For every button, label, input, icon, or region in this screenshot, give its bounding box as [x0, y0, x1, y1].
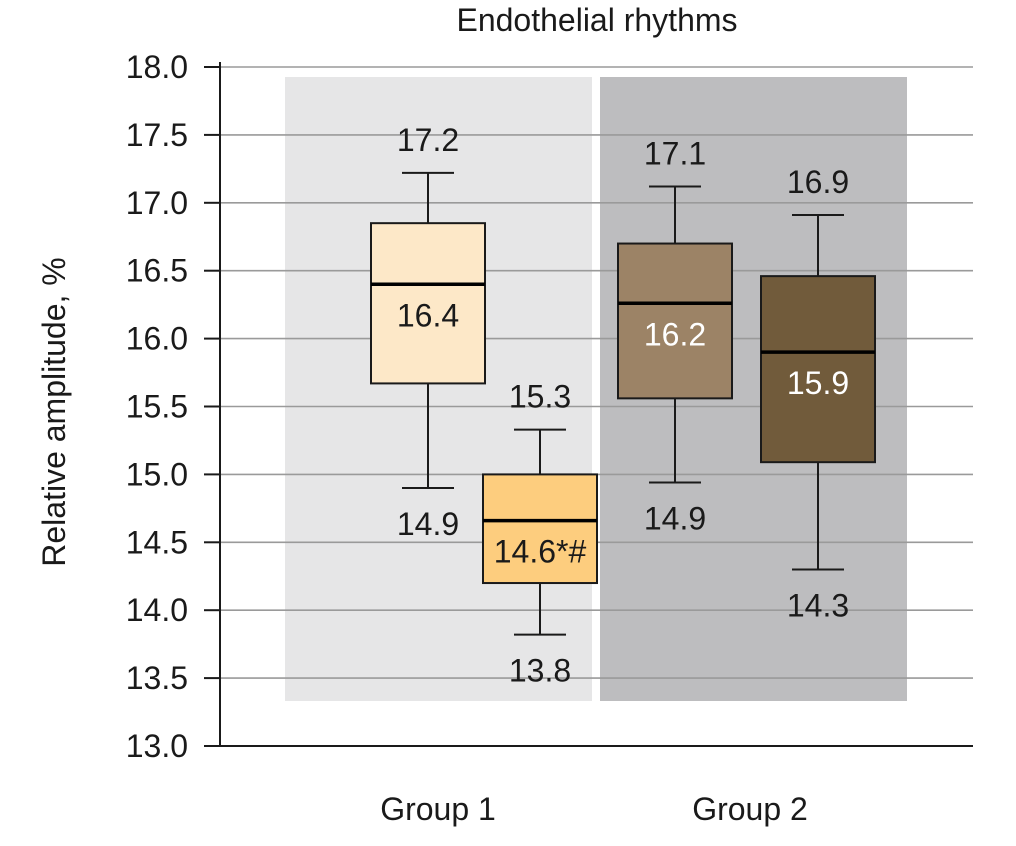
- min-value-label: 14.9: [644, 501, 706, 537]
- median-value-label: 14.6*#: [494, 534, 587, 570]
- y-tick-label: 14.5: [126, 524, 188, 560]
- y-tick-label: 17.0: [126, 185, 188, 221]
- y-tick-label: 17.5: [126, 117, 188, 153]
- min-value-label: 14.9: [397, 506, 459, 542]
- median-value-label: 16.2: [644, 316, 706, 352]
- max-value-label: 17.1: [644, 136, 706, 172]
- value-labels: 17.2 14.9 16.4 15.3 13.8 14.6*# 17.1 14.9 16.2 16…: [397, 122, 849, 689]
- median-value-label: 15.9: [787, 365, 849, 401]
- axes: 13.0 13.5 14.0 14.5 15.0 15.5 16.0 16.5 17.0 17.5…: [126, 49, 973, 764]
- box: [482, 473, 598, 585]
- y-tick-label: 16.5: [126, 253, 188, 289]
- chart-title: Endothelial rhythms: [456, 2, 737, 38]
- box: [617, 242, 733, 400]
- y-axis-label: Relative amplitude, %: [36, 257, 72, 566]
- x-tick-label: Group 2: [692, 791, 808, 827]
- median-value-label: 16.4: [397, 297, 459, 333]
- box: [760, 275, 876, 464]
- x-tick-label: Group 1: [380, 791, 496, 827]
- y-tick-label: 15.0: [126, 456, 188, 492]
- boxes: [370, 171, 876, 636]
- y-tick-label: 16.0: [126, 321, 188, 357]
- y-tick-label: 15.5: [126, 389, 188, 425]
- y-tick-label: 18.0: [126, 49, 188, 85]
- y-tick-label: 13.5: [126, 660, 188, 696]
- max-value-label: 16.9: [787, 164, 849, 200]
- y-tick-label: 14.0: [126, 592, 188, 628]
- y-tick-label: 13.0: [126, 728, 188, 764]
- max-value-label: 17.2: [397, 122, 459, 158]
- gridlines: [220, 66, 973, 679]
- min-value-label: 14.3: [787, 587, 849, 623]
- min-value-label: 13.8: [509, 653, 571, 689]
- max-value-label: 15.3: [509, 379, 571, 415]
- box: [370, 222, 486, 385]
